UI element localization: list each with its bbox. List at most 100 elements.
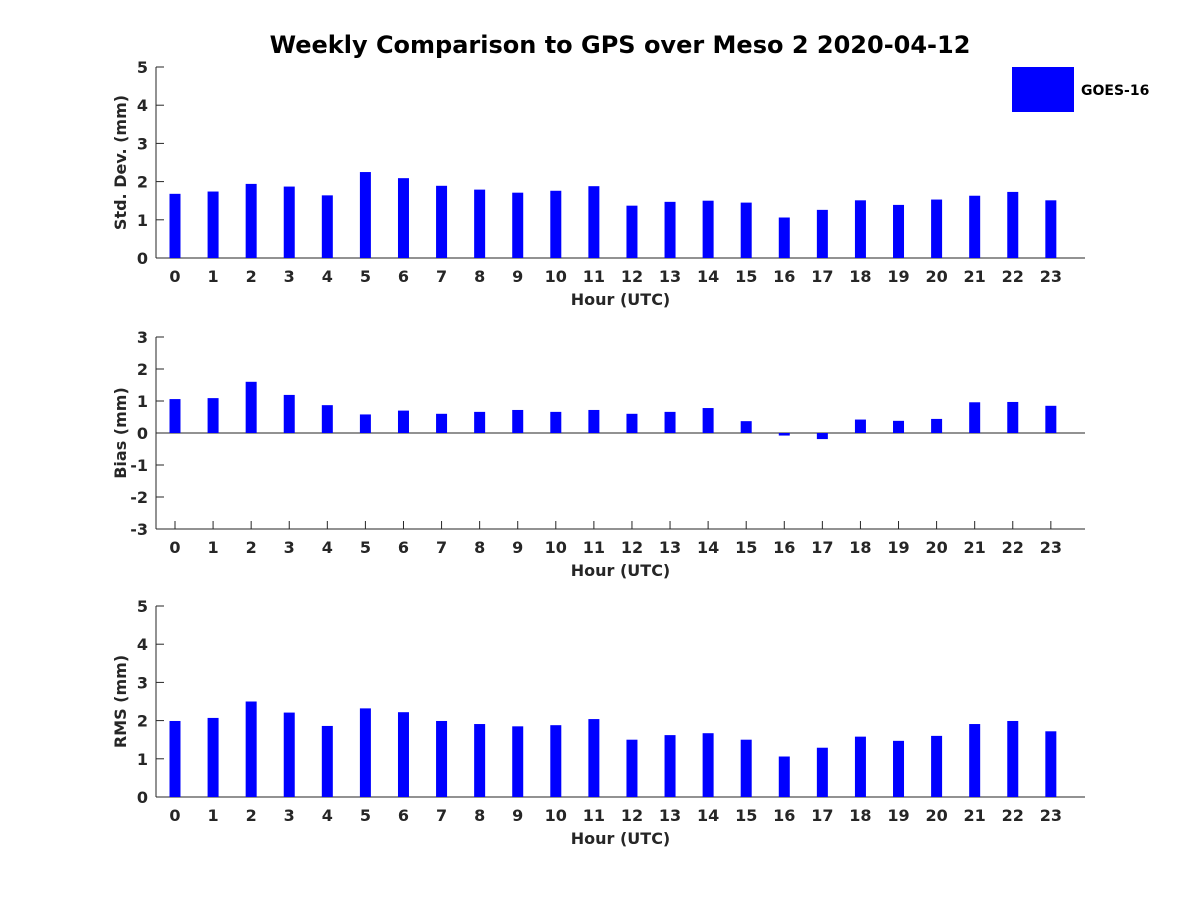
bias-bar <box>778 433 790 436</box>
std-dev-y-tick-label: 5 <box>137 58 148 77</box>
bias-x-tick-label: 17 <box>811 538 833 557</box>
bias-x-tick-label: 21 <box>964 538 986 557</box>
std-dev-bar <box>702 200 714 258</box>
bias-x-tick-label: 1 <box>208 538 219 557</box>
std-dev-x-tick-label: 3 <box>284 267 295 286</box>
std-dev-x-tick-label: 17 <box>811 267 833 286</box>
bias-y-axis-label: Bias (mm) <box>111 387 130 479</box>
std-dev-bar <box>740 202 752 258</box>
rms-x-tick-label: 3 <box>284 806 295 825</box>
std-dev-bar <box>436 185 448 258</box>
rms-bar <box>702 733 714 797</box>
bias-bar <box>283 394 295 433</box>
rms-bar <box>512 726 524 797</box>
std-dev-x-tick-label: 23 <box>1040 267 1062 286</box>
bias-x-tick-label: 13 <box>659 538 681 557</box>
bias-x-tick-label: 12 <box>621 538 643 557</box>
rms-x-tick-label: 9 <box>512 806 523 825</box>
rms-bar <box>854 736 866 797</box>
bias-x-axis-label: Hour (UTC) <box>571 561 671 580</box>
rms-bar <box>626 739 638 797</box>
rms-bar <box>931 735 943 797</box>
rms-x-tick-label: 2 <box>246 806 257 825</box>
bias-x-tick-label: 11 <box>583 538 605 557</box>
bias-x-tick-label: 19 <box>887 538 909 557</box>
rms-bar <box>969 724 981 797</box>
bias-x-tick-label: 2 <box>246 538 257 557</box>
std-dev-y-axis-label: Std. Dev. (mm) <box>111 95 130 230</box>
rms-x-tick-label: 23 <box>1040 806 1062 825</box>
bias-x-tick-label: 15 <box>735 538 757 557</box>
std-dev-x-axis-label: Hour (UTC) <box>571 290 671 309</box>
bias-y-tick-label: 2 <box>137 360 148 379</box>
std-dev-x-tick-label: 10 <box>545 267 567 286</box>
bias-x-tick-label: 8 <box>474 538 485 557</box>
bias-bar <box>702 408 714 433</box>
bias-bar <box>207 398 219 433</box>
std-dev-x-tick-label: 22 <box>1002 267 1024 286</box>
std-dev-x-tick-label: 8 <box>474 267 485 286</box>
bias-bar <box>893 420 905 433</box>
std-dev-bar <box>359 172 371 258</box>
bias-y-tick-label: -3 <box>130 520 148 539</box>
std-dev-x-tick-label: 20 <box>925 267 947 286</box>
bias-y-tick-label: 0 <box>137 424 148 443</box>
std-dev-x-tick-label: 11 <box>583 267 605 286</box>
rms-bar <box>550 725 562 797</box>
std-dev-bar <box>588 186 600 258</box>
std-dev-x-tick-label: 0 <box>169 267 180 286</box>
rms-y-tick-label: 2 <box>137 712 148 731</box>
rms-bar <box>893 740 905 797</box>
bias-bar <box>969 402 981 433</box>
bias-x-tick-label: 0 <box>169 538 180 557</box>
std-dev-bar <box>207 191 219 258</box>
std-dev-bar <box>778 217 790 258</box>
rms-y-axis-label: RMS (mm) <box>111 655 130 748</box>
bias-x-tick-label: 3 <box>284 538 295 557</box>
std-dev-x-tick-label: 21 <box>964 267 986 286</box>
std-dev-y-tick-label: 3 <box>137 134 148 153</box>
std-dev-x-tick-label: 1 <box>208 267 219 286</box>
rms-x-tick-label: 21 <box>964 806 986 825</box>
bias-bar <box>854 419 866 433</box>
rms-bar <box>474 724 486 797</box>
std-dev-bar <box>1045 200 1057 258</box>
rms-x-tick-label: 20 <box>925 806 947 825</box>
rms-x-tick-label: 10 <box>545 806 567 825</box>
bias-bar <box>359 414 371 433</box>
bias-x-tick-label: 22 <box>1002 538 1024 557</box>
rms-bar <box>1007 720 1019 797</box>
std-dev-bar <box>245 183 257 258</box>
std-dev-bar <box>283 186 295 258</box>
bias-y-tick-label: 1 <box>137 392 148 411</box>
rms-y-tick-label: 4 <box>137 635 148 654</box>
rms-bar <box>207 717 219 797</box>
rms-bar <box>169 720 181 797</box>
legend-swatch <box>1012 67 1074 112</box>
bias-bar <box>474 411 486 433</box>
bias-y-tick-label: -1 <box>130 456 148 475</box>
bias-x-tick-label: 4 <box>322 538 333 557</box>
bias-bar <box>588 409 600 433</box>
bias-x-tick-label: 6 <box>398 538 409 557</box>
std-dev-bar <box>169 193 181 258</box>
std-dev-x-tick-label: 13 <box>659 267 681 286</box>
std-dev-x-tick-label: 19 <box>887 267 909 286</box>
rms-x-tick-label: 13 <box>659 806 681 825</box>
rms-x-tick-label: 17 <box>811 806 833 825</box>
rms-x-tick-label: 12 <box>621 806 643 825</box>
rms-y-tick-label: 0 <box>137 788 148 807</box>
rms-x-tick-label: 8 <box>474 806 485 825</box>
std-dev-bar <box>626 205 638 258</box>
std-dev-x-tick-label: 12 <box>621 267 643 286</box>
bias-bar <box>931 418 943 433</box>
std-dev-bar <box>397 178 409 258</box>
std-dev-bar <box>969 195 981 258</box>
std-dev-bar <box>1007 191 1019 258</box>
rms-bar <box>1045 731 1057 797</box>
std-dev-bar <box>931 199 943 258</box>
bias-x-tick-label: 16 <box>773 538 795 557</box>
bias-bar <box>550 411 562 433</box>
std-dev-bar <box>474 189 486 258</box>
